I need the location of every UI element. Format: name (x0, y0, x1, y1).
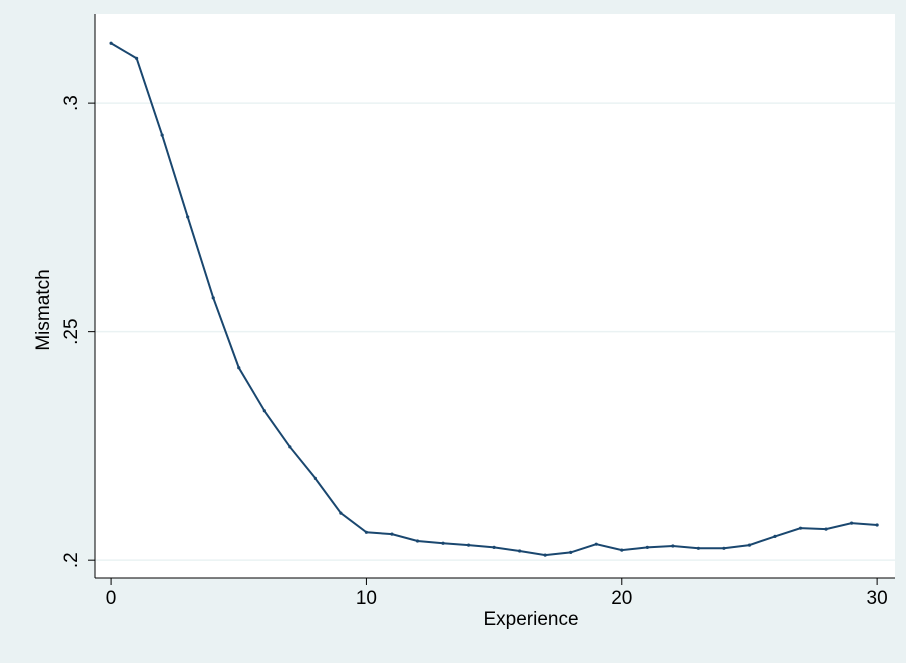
data-point (875, 523, 879, 527)
data-point (211, 296, 215, 300)
data-point (390, 532, 394, 536)
data-point (492, 545, 496, 549)
data-point (135, 56, 139, 60)
data-point (339, 511, 343, 515)
data-point (313, 476, 317, 480)
data-point (569, 550, 573, 555)
x-axis-title: Experience (483, 609, 578, 630)
y-tick-label: .25 (61, 318, 82, 344)
data-point (415, 539, 420, 543)
data-point (543, 553, 547, 557)
y-axis-title: Mismatch (33, 269, 54, 350)
data-point (594, 542, 598, 546)
x-tick-label: 30 (867, 588, 888, 609)
data-point (722, 546, 726, 550)
data-point (441, 541, 445, 545)
x-tick-label: 10 (356, 588, 377, 609)
data-point (773, 534, 777, 539)
y-tick-label: .2 (61, 552, 82, 568)
data-point (824, 527, 828, 531)
data-point (620, 548, 624, 552)
data-point (237, 366, 241, 370)
x-tick-label: 20 (611, 588, 632, 609)
data-point (186, 215, 190, 219)
data-point (288, 445, 292, 449)
data-point (262, 409, 266, 413)
data-point (364, 530, 369, 534)
data-point (518, 549, 522, 553)
data-point (466, 543, 471, 547)
data-point (109, 41, 113, 45)
data-point (696, 546, 700, 550)
data-point (798, 526, 803, 530)
data-point (849, 521, 854, 525)
plot-area (95, 14, 895, 578)
data-point (671, 544, 675, 548)
data-point (645, 545, 649, 549)
data-point (160, 133, 164, 137)
x-tick-label: 0 (106, 588, 117, 609)
y-tick-label: .3 (61, 95, 82, 111)
data-point (747, 543, 752, 547)
